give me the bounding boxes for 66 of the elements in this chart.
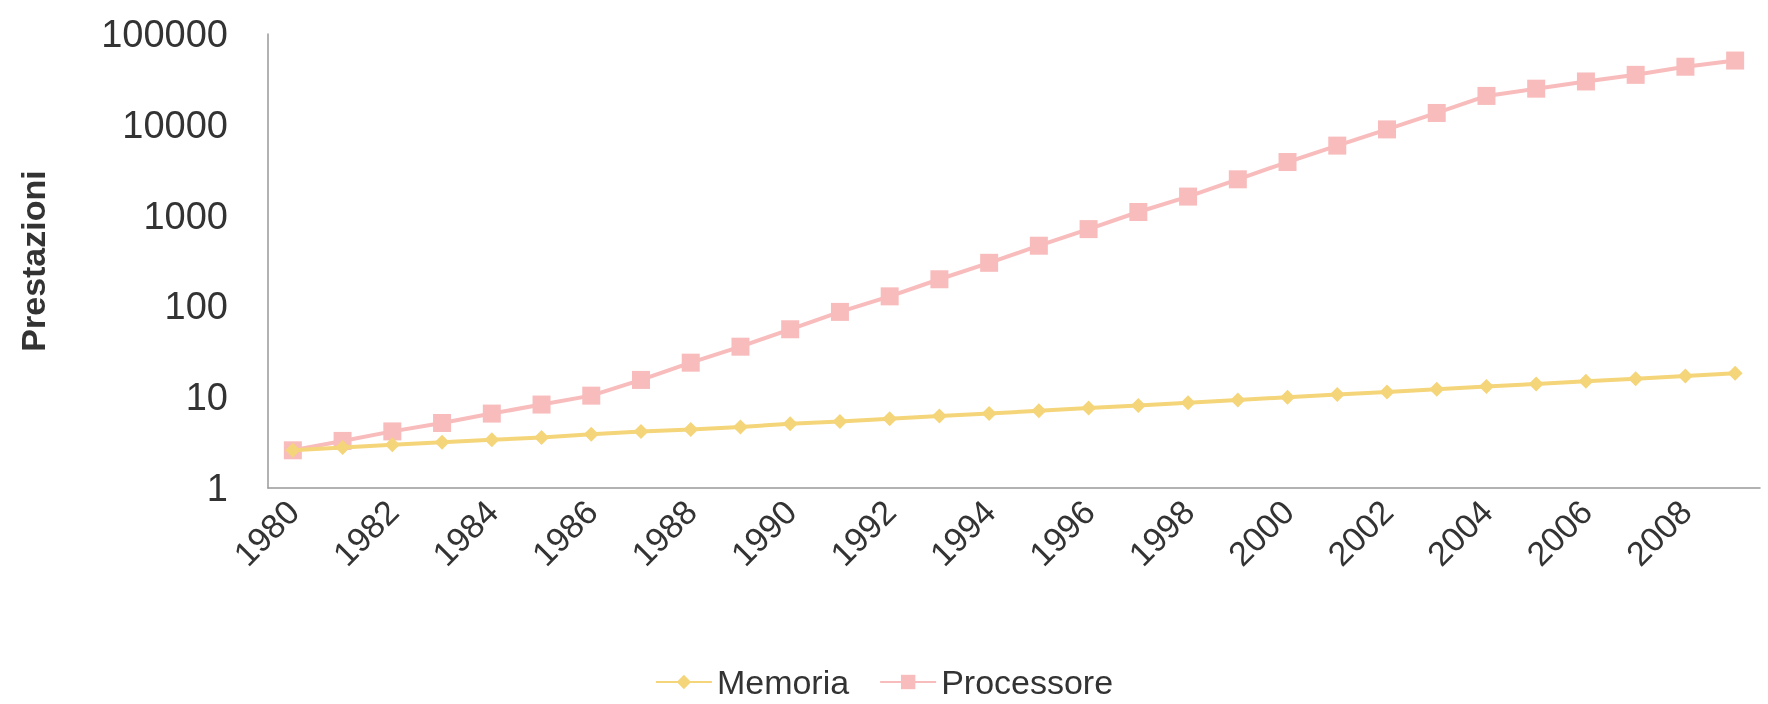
point xyxy=(832,414,848,429)
point xyxy=(1081,400,1097,416)
point xyxy=(1727,365,1743,381)
point xyxy=(1429,381,1445,397)
point xyxy=(1329,387,1345,403)
y-tick-label: 1 xyxy=(206,467,228,509)
point xyxy=(1079,220,1098,239)
point xyxy=(633,423,649,439)
point xyxy=(1626,65,1645,84)
point xyxy=(782,416,798,432)
point xyxy=(1180,395,1196,411)
point xyxy=(632,370,650,389)
point xyxy=(1578,373,1594,389)
point xyxy=(1378,120,1396,139)
point xyxy=(1328,136,1347,155)
point xyxy=(582,386,601,405)
point xyxy=(384,437,400,453)
y-axis-title: Prestazioni xyxy=(14,170,52,352)
point xyxy=(830,302,849,321)
point xyxy=(433,413,452,432)
point xyxy=(1278,153,1297,172)
point xyxy=(434,434,450,450)
point xyxy=(534,429,550,445)
y-tick-label: 100000 xyxy=(101,13,228,55)
point xyxy=(484,432,500,448)
y-tick-label: 10 xyxy=(185,376,228,419)
point xyxy=(931,408,947,424)
point xyxy=(882,411,898,427)
point xyxy=(1129,202,1148,221)
point xyxy=(335,439,351,455)
point xyxy=(1228,170,1247,189)
point xyxy=(1130,398,1146,414)
point xyxy=(681,353,700,372)
point xyxy=(1676,57,1695,76)
point xyxy=(1179,187,1198,206)
point xyxy=(930,270,949,289)
y-tick-label: 100 xyxy=(164,285,228,328)
point xyxy=(1478,379,1494,395)
legend-label: Memoria xyxy=(716,663,850,701)
legend-label: Processore xyxy=(941,663,1114,701)
point xyxy=(1379,384,1395,400)
point xyxy=(1527,79,1546,98)
point xyxy=(1726,51,1745,70)
point xyxy=(1576,72,1595,91)
point xyxy=(1427,103,1446,122)
point xyxy=(1528,376,1544,392)
point xyxy=(1029,236,1048,255)
point xyxy=(1477,86,1496,105)
point xyxy=(980,253,999,272)
point xyxy=(1280,389,1296,405)
point xyxy=(383,422,402,441)
y-tick-label: 1000 xyxy=(143,194,228,237)
point xyxy=(683,422,699,438)
point xyxy=(981,406,997,422)
point xyxy=(1031,403,1047,419)
y-tick-label: 10000 xyxy=(122,103,228,146)
point xyxy=(732,419,748,435)
point xyxy=(482,404,501,423)
point xyxy=(781,320,800,339)
point xyxy=(532,395,551,414)
point xyxy=(880,287,899,306)
point xyxy=(731,337,750,356)
point xyxy=(1230,392,1246,408)
point xyxy=(1628,371,1644,387)
point xyxy=(583,426,599,442)
point xyxy=(1677,368,1693,384)
